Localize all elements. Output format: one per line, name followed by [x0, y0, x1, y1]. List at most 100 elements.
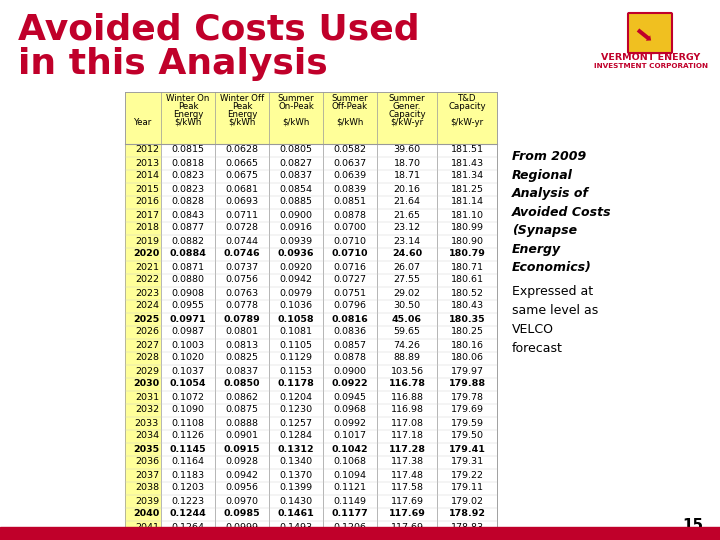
Text: 180.61: 180.61: [451, 275, 484, 285]
Text: $/kW-yr: $/kW-yr: [390, 118, 423, 127]
Text: 2018: 2018: [135, 224, 159, 233]
Text: 178.92: 178.92: [449, 510, 485, 518]
Text: 0.0843: 0.0843: [171, 211, 204, 219]
Text: 0.0728: 0.0728: [225, 224, 258, 233]
Text: 0.1206: 0.1206: [333, 523, 366, 531]
Text: 0.0888: 0.0888: [225, 418, 258, 428]
Text: 0.0805: 0.0805: [279, 145, 312, 154]
Text: 0.1312: 0.1312: [278, 444, 315, 454]
Text: 2019: 2019: [135, 237, 159, 246]
Text: 0.0681: 0.0681: [225, 185, 258, 193]
Text: 0.1072: 0.1072: [171, 393, 204, 402]
Text: 0.0916: 0.0916: [279, 224, 312, 233]
Text: 2030: 2030: [133, 380, 159, 388]
Text: 2038: 2038: [135, 483, 159, 492]
Text: 0.0710: 0.0710: [333, 237, 366, 246]
Text: Expressed at
same level as
VELCO
forecast: Expressed at same level as VELCO forecas…: [512, 285, 598, 355]
Text: 0.1054: 0.1054: [170, 380, 206, 388]
Text: 30.50: 30.50: [393, 301, 420, 310]
Text: 180.43: 180.43: [451, 301, 484, 310]
Text: 0.1090: 0.1090: [171, 406, 204, 415]
FancyBboxPatch shape: [628, 13, 672, 53]
Text: 0.0815: 0.0815: [171, 145, 204, 154]
Text: 0.0985: 0.0985: [224, 510, 261, 518]
Text: 0.1126: 0.1126: [171, 431, 204, 441]
Text: 0.1370: 0.1370: [279, 470, 312, 480]
Text: 0.0936: 0.0936: [278, 249, 314, 259]
Text: 26.07: 26.07: [394, 262, 420, 272]
Text: 2034: 2034: [135, 431, 159, 441]
Text: 0.0854: 0.0854: [279, 185, 312, 193]
Text: From 2009
Regional
Analysis of
Avoided Costs
(Synapse
Energy
Economics): From 2009 Regional Analysis of Avoided C…: [512, 150, 611, 274]
Text: 0.0992: 0.0992: [333, 418, 366, 428]
Text: 0.0789: 0.0789: [224, 314, 261, 323]
Text: 0.1257: 0.1257: [279, 418, 312, 428]
Text: 0.0915: 0.0915: [224, 444, 260, 454]
Text: 117.38: 117.38: [390, 457, 423, 467]
Text: 0.0716: 0.0716: [333, 262, 366, 272]
Text: 29.02: 29.02: [394, 288, 420, 298]
Text: 0.1149: 0.1149: [333, 496, 366, 505]
Text: 0.0928: 0.0928: [225, 457, 258, 467]
Text: 0.0582: 0.0582: [333, 145, 366, 154]
Bar: [125, 92, 497, 144]
Text: 117.58: 117.58: [390, 483, 423, 492]
Text: 181.34: 181.34: [451, 172, 484, 180]
Text: 0.0878: 0.0878: [333, 211, 366, 219]
Text: 0.0763: 0.0763: [225, 288, 258, 298]
Text: 2012: 2012: [135, 145, 159, 154]
Text: 0.1203: 0.1203: [171, 483, 204, 492]
Text: Summer: Summer: [332, 94, 369, 103]
Text: 0.0942: 0.0942: [225, 470, 258, 480]
Text: 0.0999: 0.0999: [225, 523, 258, 531]
Text: 0.0823: 0.0823: [171, 185, 204, 193]
Bar: [125, 144, 497, 534]
Text: Capacity: Capacity: [448, 102, 486, 111]
Text: 2040: 2040: [132, 510, 159, 518]
Text: 0.1230: 0.1230: [279, 406, 312, 415]
Text: 2033: 2033: [135, 418, 159, 428]
Text: 0.0818: 0.0818: [171, 159, 204, 167]
Text: 2021: 2021: [135, 262, 159, 272]
Text: VERMONT ENERGY: VERMONT ENERGY: [601, 53, 701, 62]
Text: 0.0693: 0.0693: [225, 198, 258, 206]
Text: 2036: 2036: [135, 457, 159, 467]
Text: 20.16: 20.16: [394, 185, 420, 193]
Text: 179.02: 179.02: [451, 496, 484, 505]
Text: 0.1284: 0.1284: [279, 431, 312, 441]
Text: 0.1017: 0.1017: [333, 431, 366, 441]
Text: 0.0884: 0.0884: [170, 249, 207, 259]
Text: 0.0900: 0.0900: [279, 211, 312, 219]
Text: 0.0727: 0.0727: [333, 275, 366, 285]
Text: 2035: 2035: [133, 444, 159, 454]
Text: 0.0885: 0.0885: [279, 198, 312, 206]
Text: 180.25: 180.25: [451, 327, 484, 336]
Text: 0.0813: 0.0813: [225, 341, 258, 349]
Text: 180.99: 180.99: [451, 224, 484, 233]
Text: 181.14: 181.14: [451, 198, 484, 206]
Text: Off-Peak: Off-Peak: [332, 102, 368, 111]
Text: 116.98: 116.98: [390, 406, 423, 415]
Text: 0.0901: 0.0901: [225, 431, 258, 441]
Text: $/kWh: $/kWh: [228, 118, 256, 127]
Text: 0.0955: 0.0955: [171, 301, 204, 310]
Text: 2029: 2029: [135, 367, 159, 375]
Text: 0.1178: 0.1178: [278, 380, 315, 388]
Text: 0.0823: 0.0823: [171, 172, 204, 180]
Text: INVESTMENT CORPORATION: INVESTMENT CORPORATION: [594, 63, 708, 69]
Text: 0.0882: 0.0882: [171, 237, 204, 246]
Text: 0.0850: 0.0850: [224, 380, 260, 388]
Text: $/kWh: $/kWh: [174, 118, 202, 127]
Text: On-Peak: On-Peak: [278, 102, 314, 111]
Text: 179.50: 179.50: [451, 431, 484, 441]
Text: 179.31: 179.31: [451, 457, 484, 467]
Text: 179.78: 179.78: [451, 393, 484, 402]
Text: 0.1129: 0.1129: [279, 354, 312, 362]
Text: 0.1153: 0.1153: [279, 367, 312, 375]
Text: $/kW-yr: $/kW-yr: [451, 118, 484, 127]
Text: 2031: 2031: [135, 393, 159, 402]
Text: 0.0971: 0.0971: [170, 314, 207, 323]
Text: 0.1461: 0.1461: [278, 510, 315, 518]
Text: Energy: Energy: [173, 110, 203, 119]
Text: 179.41: 179.41: [449, 444, 485, 454]
